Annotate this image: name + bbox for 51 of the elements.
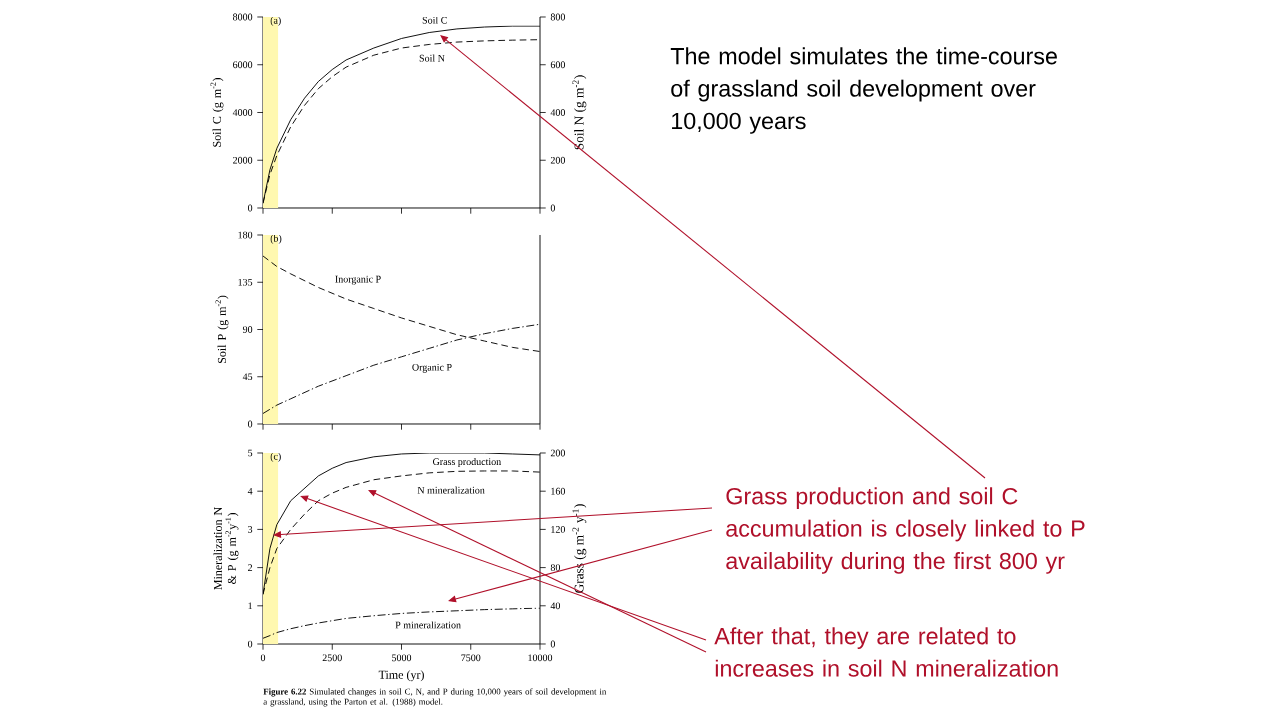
- y2-tick-label: 160: [551, 487, 566, 495]
- x-tick-label: 5000: [392, 654, 412, 662]
- series-label: N mineralization: [417, 486, 485, 494]
- y2-tick-label: 0: [550, 640, 556, 648]
- y2-tick-label: 800: [550, 13, 566, 21]
- text: The model simulates the time-course of grassland soil development over 10,000 years: [670, 47, 1057, 134]
- y-tick-label: 1: [248, 602, 252, 610]
- x-tick-label: 7500: [461, 654, 481, 662]
- y-tick-label: 4000: [232, 109, 253, 116]
- series-label: P mineralization: [395, 621, 461, 629]
- series-label: Soil N: [419, 54, 445, 62]
- y-tick-label: 6000: [233, 61, 253, 69]
- x-tick-label: 0: [260, 654, 266, 662]
- series-label: Soil C: [422, 16, 447, 24]
- y2-tick-label: 400: [550, 109, 566, 116]
- chart-title: (c): [270, 452, 281, 462]
- chart-title: (a): [270, 16, 281, 26]
- x-tick-label: 10000: [528, 654, 553, 662]
- y-tick-label: 2000: [233, 156, 253, 164]
- y2-tick-label: 80: [550, 564, 561, 571]
- y-tick-label: 3: [248, 526, 253, 533]
- y2-tick-label: 600: [550, 61, 566, 69]
- y2-tick-label: 200: [550, 156, 566, 164]
- text: After that, they are related to increases in soil N mineralization: [714, 627, 1058, 677]
- x-axis-title: Time (yr): [378, 670, 424, 682]
- y2-axis-title: Soil N (g m$^{-2}$): [572, 75, 587, 150]
- series-label: Organic P: [412, 363, 452, 373]
- text: Grass production and soil C accumulation is closely linked to P availability during the first 800 yr: [726, 487, 1085, 574]
- y-tick-label: 45: [242, 373, 253, 381]
- series-label: Grass production: [432, 458, 502, 468]
- y-tick-label: 0: [247, 640, 253, 648]
- y-tick-label: 180: [238, 231, 253, 239]
- chart-title: (b): [270, 234, 282, 244]
- y-tick-label: 4: [247, 487, 253, 495]
- y-tick-label: 2: [248, 564, 253, 571]
- y-tick-label: 5: [248, 449, 253, 457]
- y2-tick-label: 40: [550, 602, 561, 610]
- y-tick-label: 135: [238, 278, 253, 286]
- text: Figure 6.22 Simulated changes in soil C, N, and P during 10,000 years of soil development in a grassland, using the Parton et al. (1988) model.: [263, 688, 607, 707]
- y2-tick-label: 200: [550, 449, 566, 457]
- y2-tick-label: 0: [550, 204, 556, 212]
- y-axis-title: Soil C (g m$^{-2}$): [210, 78, 224, 147]
- series-label: Inorganic P: [335, 275, 381, 285]
- y2-axis-title: Grass (g m$^{-2}$ y$^{-1}$): [572, 504, 587, 593]
- y-axis-title: Soil P (g m$^{-2}$): [215, 295, 229, 364]
- y-tick-label: 0: [247, 420, 253, 428]
- x-tick-label: 2500: [322, 654, 342, 662]
- y2-tick-label: 120: [551, 526, 566, 533]
- y-tick-label: 8000: [232, 13, 253, 21]
- y-tick-label: 90: [242, 326, 253, 333]
- y-tick-label: 0: [247, 204, 253, 212]
